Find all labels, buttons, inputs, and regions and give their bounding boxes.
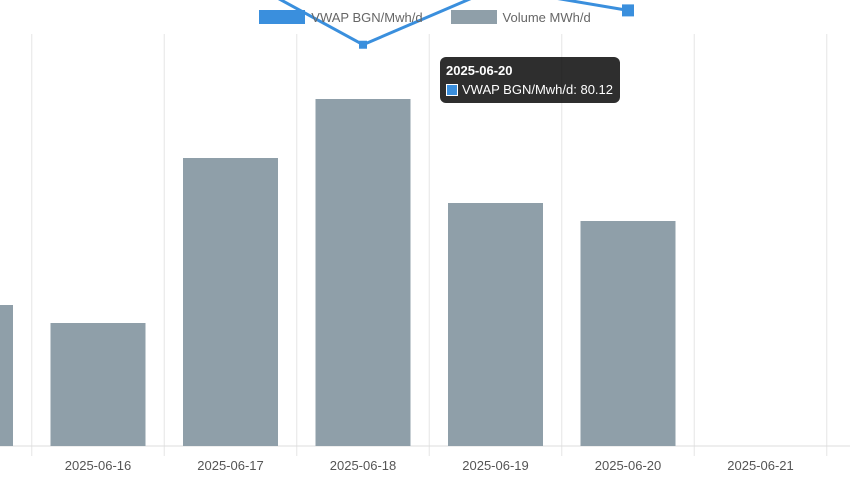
x-tick-label: 2025-06-19 [462, 458, 529, 473]
tooltip-title: 2025-06-20 [446, 63, 513, 78]
tooltip-label: VWAP BGN/Mwh/d: 80.12 [462, 82, 614, 97]
volume-bar [580, 221, 676, 446]
legend: VWAP BGN/Mwh/d Volume MWh/d [0, 6, 850, 28]
vwap-point [359, 40, 367, 49]
vwap-line [277, 0, 629, 47]
vwap-point-active [622, 4, 634, 17]
legend-swatch-vwap [259, 10, 306, 24]
x-tick-label: 2025-06-20 [595, 458, 662, 473]
tooltip-color-swatch [446, 84, 458, 96]
volume-bar [0, 305, 13, 446]
x-tick-label: 2025-06-21 [727, 458, 794, 473]
x-axis-tick-labels: 2025-06-16 2025-06-17 2025-06-18 2025-06-19… [65, 458, 794, 473]
legend-item-volume[interactable]: Volume MWh/d [450, 9, 591, 25]
legend-swatch-volume [450, 10, 497, 24]
volume-bars [0, 99, 676, 446]
legend-label-vwap: VWAP BGN/Mwh/d [311, 9, 423, 25]
volume-bar [448, 203, 543, 446]
volume-bar [183, 158, 278, 446]
x-tick-label: 2025-06-18 [330, 458, 397, 473]
volume-bar [50, 323, 146, 446]
legend-label-volume: Volume MWh/d [502, 9, 591, 25]
vwap-line-series [277, 0, 634, 49]
tooltip-row: VWAP BGN/Mwh/d: 80.12 [446, 81, 614, 99]
x-tick-label: 2025-06-17 [197, 458, 264, 473]
legend-item-vwap[interactable]: VWAP BGN/Mwh/d [259, 9, 423, 25]
tooltip: 2025-06-20 VWAP BGN/Mwh/d: 80.12 [440, 57, 620, 103]
x-tick-label: 2025-06-16 [65, 458, 132, 473]
grid-lines [0, 34, 850, 456]
volume-bar [315, 99, 411, 446]
